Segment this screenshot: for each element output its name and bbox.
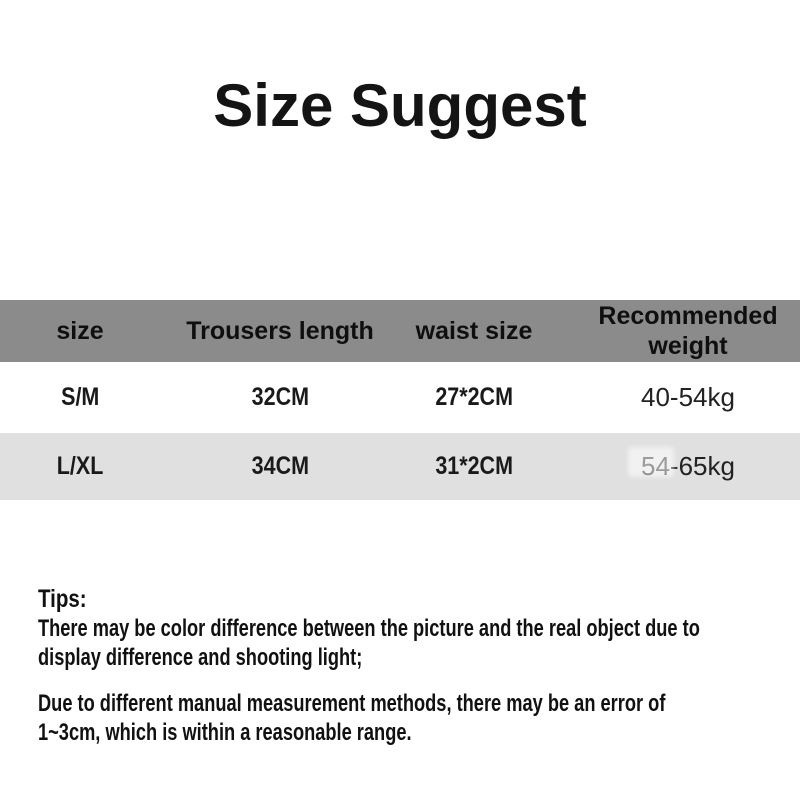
size-value: S/M — [60, 383, 100, 411]
tips-paragraph-measurement-error: Due to different manual measurement meth… — [38, 690, 666, 746]
size-table-header-row: size Trousers length waist size Recommen… — [0, 300, 800, 362]
column-header-recommended-weight: Recommended weight — [598, 302, 778, 360]
table-row-lxl: L/XL 34CM 31*2CM 54-65kg — [0, 433, 800, 500]
tips-section: Tips: There may be color difference betw… — [38, 585, 798, 747]
size-value: L/XL — [56, 452, 104, 480]
recommended-weight-value: 54-65kg — [641, 451, 735, 481]
page-title: Size Suggest — [213, 72, 587, 139]
tips-paragraph-color-difference: There may be color difference between th… — [38, 615, 700, 671]
trousers-length-value: 32CM — [251, 383, 309, 411]
recommended-weight-value: 40-54kg — [641, 382, 735, 412]
table-row-sm: S/M 32CM 27*2CM 40-54kg — [0, 362, 800, 433]
waist-size-value: 27*2CM — [435, 383, 513, 411]
size-table: size Trousers length waist size Recommen… — [0, 300, 800, 500]
trousers-length-value: 34CM — [251, 452, 309, 480]
column-header-size: size — [56, 316, 104, 345]
column-header-trousers-length: Trousers length — [186, 316, 374, 345]
column-header-waist-size: waist size — [415, 316, 533, 345]
tips-heading: Tips: — [38, 585, 87, 613]
waist-size-value: 31*2CM — [435, 452, 513, 480]
